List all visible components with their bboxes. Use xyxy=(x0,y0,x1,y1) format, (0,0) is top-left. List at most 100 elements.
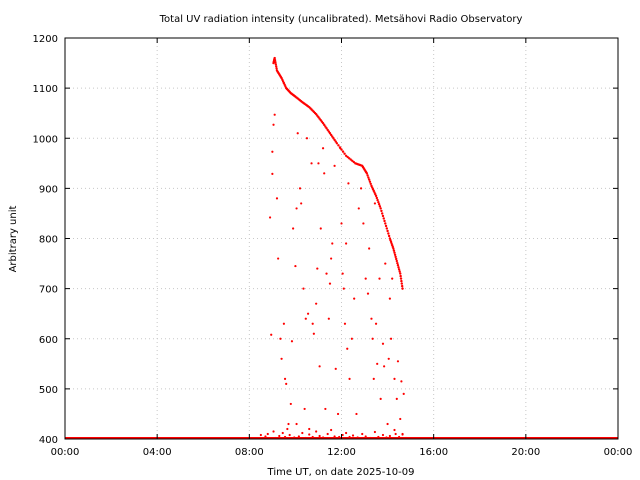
data-point xyxy=(372,377,375,380)
y-tick-label: 700 xyxy=(39,285,58,296)
y-tick-label: 400 xyxy=(39,435,58,446)
data-point xyxy=(383,365,386,368)
data-point xyxy=(273,113,276,116)
envelope-point xyxy=(398,270,401,273)
data-point xyxy=(362,222,365,225)
envelope-point xyxy=(325,127,328,130)
envelope-point xyxy=(401,287,404,290)
envelope-point xyxy=(273,58,277,62)
baseline-point xyxy=(281,431,284,435)
x-tick-label: 08:00 xyxy=(235,447,264,458)
data-point xyxy=(357,207,360,210)
baseline-point xyxy=(311,435,314,439)
data-point xyxy=(277,257,280,260)
y-tick-label: 1100 xyxy=(33,84,58,95)
baseline-point xyxy=(293,436,296,439)
envelope-point xyxy=(393,251,396,254)
envelope-point xyxy=(341,150,345,153)
x-tick-label: 20:00 xyxy=(511,447,540,458)
envelope-point xyxy=(385,227,389,230)
data-point xyxy=(323,172,326,175)
data-point xyxy=(331,242,334,245)
envelope-point xyxy=(274,63,278,66)
data-point xyxy=(308,427,311,431)
data-point xyxy=(272,123,275,126)
baseline-point xyxy=(297,435,300,438)
baseline-point xyxy=(278,434,281,438)
x-tick-label: 00:00 xyxy=(604,447,633,458)
envelope-point xyxy=(274,61,277,64)
data-point xyxy=(378,277,381,280)
envelope-point xyxy=(367,178,371,181)
envelope-point xyxy=(334,140,337,143)
envelope-point xyxy=(379,207,382,210)
baseline-point xyxy=(330,428,333,432)
baseline-point xyxy=(272,430,275,433)
data-point xyxy=(330,257,333,260)
x-tick-label: 12:00 xyxy=(327,447,356,458)
data-point xyxy=(275,197,279,200)
envelope-point xyxy=(392,249,396,252)
baseline-point xyxy=(295,422,298,426)
data-point xyxy=(317,162,320,165)
data-point xyxy=(319,227,322,230)
data-point xyxy=(325,272,328,275)
data-point xyxy=(346,347,349,350)
baseline-point xyxy=(283,435,287,439)
data-point xyxy=(298,187,302,190)
envelope-point xyxy=(367,176,370,179)
data-point xyxy=(399,417,402,421)
baseline-point xyxy=(377,435,380,439)
envelope-point xyxy=(323,123,326,127)
data-point xyxy=(280,357,283,360)
baseline-point xyxy=(318,434,321,438)
envelope-point xyxy=(368,180,372,183)
baseline-point xyxy=(264,435,267,438)
envelope-point xyxy=(400,282,403,285)
data-point xyxy=(295,207,298,210)
data-point xyxy=(316,267,319,270)
envelope-point xyxy=(396,264,400,267)
data-point xyxy=(311,322,314,325)
data-point xyxy=(310,162,313,165)
baseline-point xyxy=(321,436,325,439)
envelope-point xyxy=(275,67,278,70)
envelope-point xyxy=(400,279,403,283)
envelope-point xyxy=(399,274,402,278)
x-tick-label: 00:00 xyxy=(51,447,80,458)
baseline-point xyxy=(286,427,289,431)
baseline-point xyxy=(345,431,348,435)
data-point xyxy=(339,147,342,150)
x-tick-label: 04:00 xyxy=(143,447,172,458)
data-point xyxy=(300,202,303,205)
envelope-point xyxy=(392,247,395,250)
y-tick-label: 800 xyxy=(39,235,58,246)
data-point xyxy=(400,380,403,383)
data-point xyxy=(324,407,327,411)
data-point xyxy=(388,297,391,300)
x-tick-label: 16:00 xyxy=(419,447,448,458)
data-point xyxy=(304,317,307,320)
data-point xyxy=(384,262,387,265)
baseline-point xyxy=(381,433,385,437)
envelope-point xyxy=(381,214,385,218)
data-point xyxy=(305,137,309,140)
envelope-point xyxy=(397,266,400,269)
envelope-point xyxy=(374,194,378,198)
envelope-point xyxy=(332,137,335,140)
y-tick-label: 600 xyxy=(39,335,58,346)
data-point xyxy=(347,182,350,185)
baseline-point xyxy=(348,435,351,439)
envelope-point xyxy=(333,138,336,142)
chart-title: Total UV radiation intensity (uncalibrat… xyxy=(159,14,523,25)
data-point xyxy=(366,292,370,295)
data-point xyxy=(271,150,274,153)
data-point xyxy=(294,264,297,268)
data-point xyxy=(345,242,348,245)
envelope-point xyxy=(384,222,387,225)
baseline-point xyxy=(361,432,364,436)
envelope-point xyxy=(337,144,340,147)
data-point xyxy=(270,333,273,336)
data-point xyxy=(321,147,325,150)
envelope-point xyxy=(384,224,388,228)
